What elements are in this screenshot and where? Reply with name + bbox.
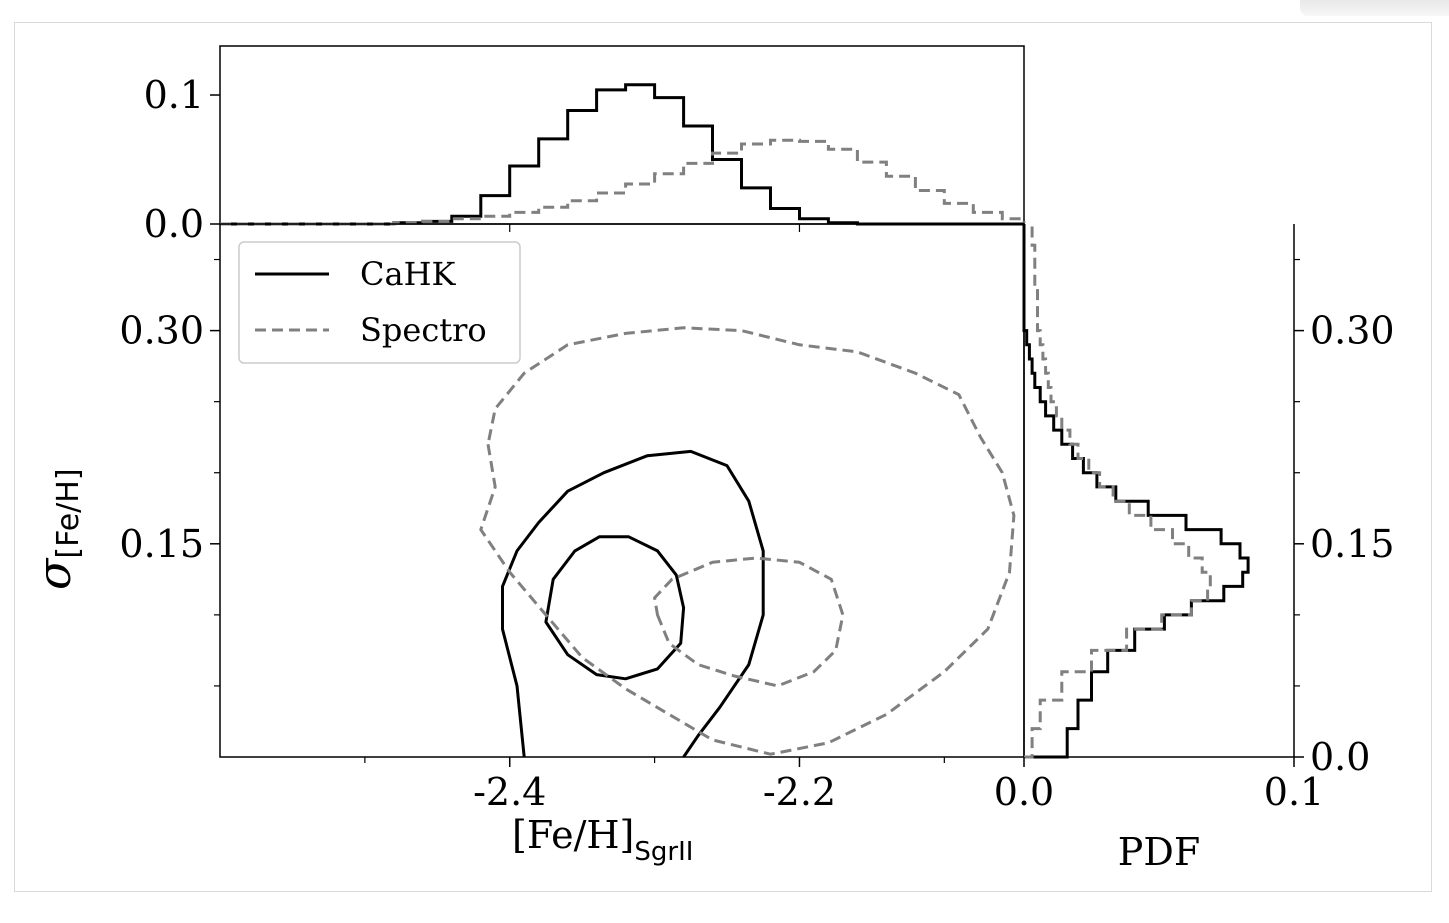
main-panel: -2.4 -2.2 0.15 0.30	[119, 223, 1025, 814]
corner-shadow	[1300, 0, 1449, 16]
legend: CaHK Spectro	[238, 241, 521, 364]
y-tick-label: 0.30	[119, 309, 204, 353]
x-axis-label: [Fe/H]SgrII	[512, 813, 693, 867]
contour-spectro-outer	[479, 326, 1016, 756]
svg-text:σ[Fe/H]: σ[Fe/H]	[27, 468, 86, 590]
top-marginal-panel: 0.0 0.1	[144, 45, 1026, 246]
right-marginal-panel: 0.0 0.10.00.150.30	[994, 222, 1395, 814]
top-histogram-spectro	[220, 138, 1026, 226]
pdf-x-tick-label: 0.1	[1264, 770, 1324, 814]
right-histogram-spectro	[1024, 222, 1212, 759]
right-y-tick-label: 0.15	[1310, 522, 1395, 566]
contour-cahk-inner	[544, 535, 686, 681]
y-axis-label: σ[Fe/H]	[27, 468, 86, 590]
contour-spectro-inner	[653, 556, 845, 688]
legend-label-cahk: CaHK	[360, 255, 456, 293]
svg-text:[Fe/H]SgrII: [Fe/H]SgrII	[512, 813, 693, 867]
x-tick-label: -2.2	[763, 770, 836, 814]
pdf-x-tick-label: 0.0	[994, 770, 1054, 814]
legend-label-spectro: Spectro	[360, 311, 487, 349]
top-y-tick-label: 0.0	[144, 202, 204, 246]
top-y-tick-label: 0.1	[144, 73, 204, 117]
legend-box	[238, 241, 521, 364]
right-y-tick-label: 0.30	[1310, 309, 1395, 353]
figure-frame	[14, 22, 1432, 892]
right-histogram-cahk	[1022, 224, 1250, 759]
top-marginal-frame	[219, 45, 1025, 225]
top-histogram-cahk	[220, 83, 1024, 226]
contour-cahk-outer	[501, 449, 765, 758]
x-tick-label: -2.4	[473, 770, 546, 814]
pdf-axis-label: PDF	[1118, 830, 1200, 874]
y-tick-label: 0.15	[119, 522, 204, 566]
right-y-tick-label: 0.0	[1310, 735, 1370, 779]
